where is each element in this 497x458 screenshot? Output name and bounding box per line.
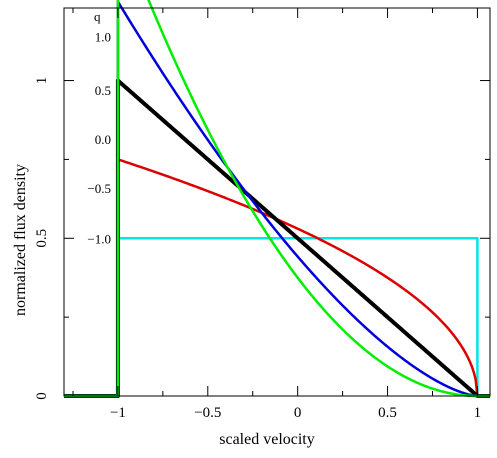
series-label: 0.5 (95, 83, 111, 98)
x-tick-label: −0.5 (194, 405, 221, 421)
x-tick-label: 0.5 (378, 405, 397, 421)
series-line (64, 237, 490, 398)
series-label: −1.0 (87, 231, 111, 246)
plot-frame (63, 7, 491, 397)
series-label: −0.5 (87, 181, 111, 196)
y-tick-label: 0 (34, 392, 50, 400)
series-line (64, 0, 490, 398)
series-label: 1.0 (95, 29, 111, 44)
y-tick-label: 1 (34, 77, 50, 85)
series-line (64, 158, 490, 398)
axis-ticks: −1 −0.5 0 0.5 1 0 0.5 1 (34, 8, 490, 421)
y-tick-label: 0.5 (34, 229, 50, 248)
legend-title: q (94, 9, 101, 24)
series-line (64, 0, 490, 398)
frame-rect (63, 7, 491, 397)
x-tick-label: 1 (474, 405, 482, 421)
y-axis-title: normalized flux density (12, 164, 29, 316)
x-axis-title: scaled velocity (219, 431, 315, 448)
x-tick-label: 0 (294, 405, 302, 421)
series-label: 0.0 (95, 132, 111, 147)
x-tick-label: −1 (110, 405, 126, 421)
series-layer (64, 0, 490, 398)
series-line (64, 78, 490, 398)
series-labels: 1.0 0.5 0.0 −0.5 −1.0 (87, 29, 111, 246)
